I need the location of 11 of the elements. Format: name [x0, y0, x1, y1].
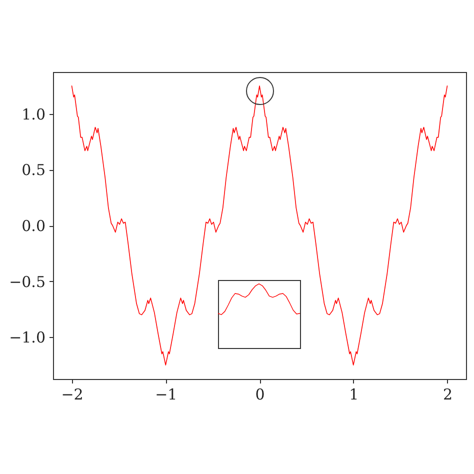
y-tick-label: −1.0	[9, 328, 46, 347]
y-tick-label: −0.5	[9, 272, 46, 291]
x-tick-label: 2	[442, 386, 452, 404]
x-tick-label: −2	[61, 386, 84, 404]
line-series	[71, 86, 448, 366]
y-tick-label: 0.0	[22, 217, 46, 235]
x-tick-label: 0	[255, 386, 265, 404]
y-tick-label: 1.0	[22, 105, 46, 124]
x-tick-label: 1	[349, 386, 359, 404]
y-tick-label: 0.5	[22, 161, 46, 180]
x-tick-label: −1	[155, 386, 178, 404]
